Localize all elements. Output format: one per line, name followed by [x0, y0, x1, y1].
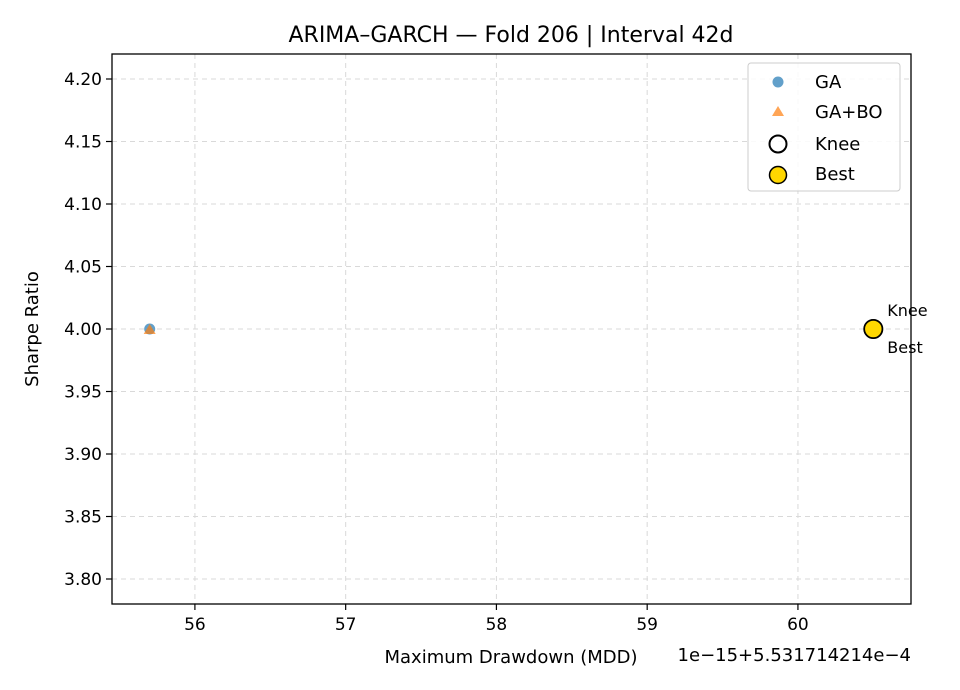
legend-knee-marker: [768, 134, 788, 154]
annotation-best: Best: [887, 338, 922, 357]
grid-layer: [112, 54, 911, 604]
legend-best-label: Best: [815, 164, 855, 185]
legend: GA GA+BO Knee Best: [747, 62, 901, 192]
x-tick-label: 57: [335, 615, 357, 635]
y-tick-label: 3.85: [64, 508, 102, 528]
y-tick-label: 4.20: [64, 70, 102, 90]
y-tick-label: 3.95: [64, 383, 102, 403]
y-tick-label: 4.10: [64, 195, 102, 215]
marks-layer: Knee Best: [143, 301, 928, 357]
chart-title: ARIMA–GARCH — Fold 206 | Interval 42d: [288, 23, 733, 48]
x-axis-offset-label: 1e−15+5.531714214e−4: [678, 645, 911, 666]
y-tick-label: 4.15: [64, 133, 102, 153]
y-axis-label: Sharpe Ratio: [22, 271, 43, 387]
legend-box: [747, 62, 901, 192]
y-tick-label: 3.80: [64, 570, 102, 590]
ga-bo-point: [143, 324, 156, 334]
y-tick-label: 4.05: [64, 258, 102, 278]
legend-ga-bo-label: GA+BO: [815, 102, 883, 123]
x-tick-label: 58: [486, 615, 508, 635]
legend-ga-bo-marker: [772, 106, 784, 116]
best-point: [863, 319, 884, 339]
y-tick-label: 3.90: [64, 445, 102, 465]
legend-best-marker: [768, 165, 788, 185]
legend-ga-marker: [772, 76, 784, 88]
x-axis-label: Maximum Drawdown (MDD): [384, 647, 637, 668]
x-tick-label: 56: [184, 615, 206, 635]
legend-knee-label: Knee: [815, 134, 860, 155]
annotation-knee: Knee: [887, 301, 927, 320]
ticks-layer: 56 57 58 59 60 3.80 3.85 3.90 3.95 4.00 4.05 4.10 4.…: [64, 70, 809, 635]
x-tick-label: 59: [636, 615, 658, 635]
x-tick-label: 60: [787, 615, 809, 635]
y-tick-label: 4.00: [64, 320, 102, 340]
legend-ga-label: GA: [815, 72, 842, 93]
